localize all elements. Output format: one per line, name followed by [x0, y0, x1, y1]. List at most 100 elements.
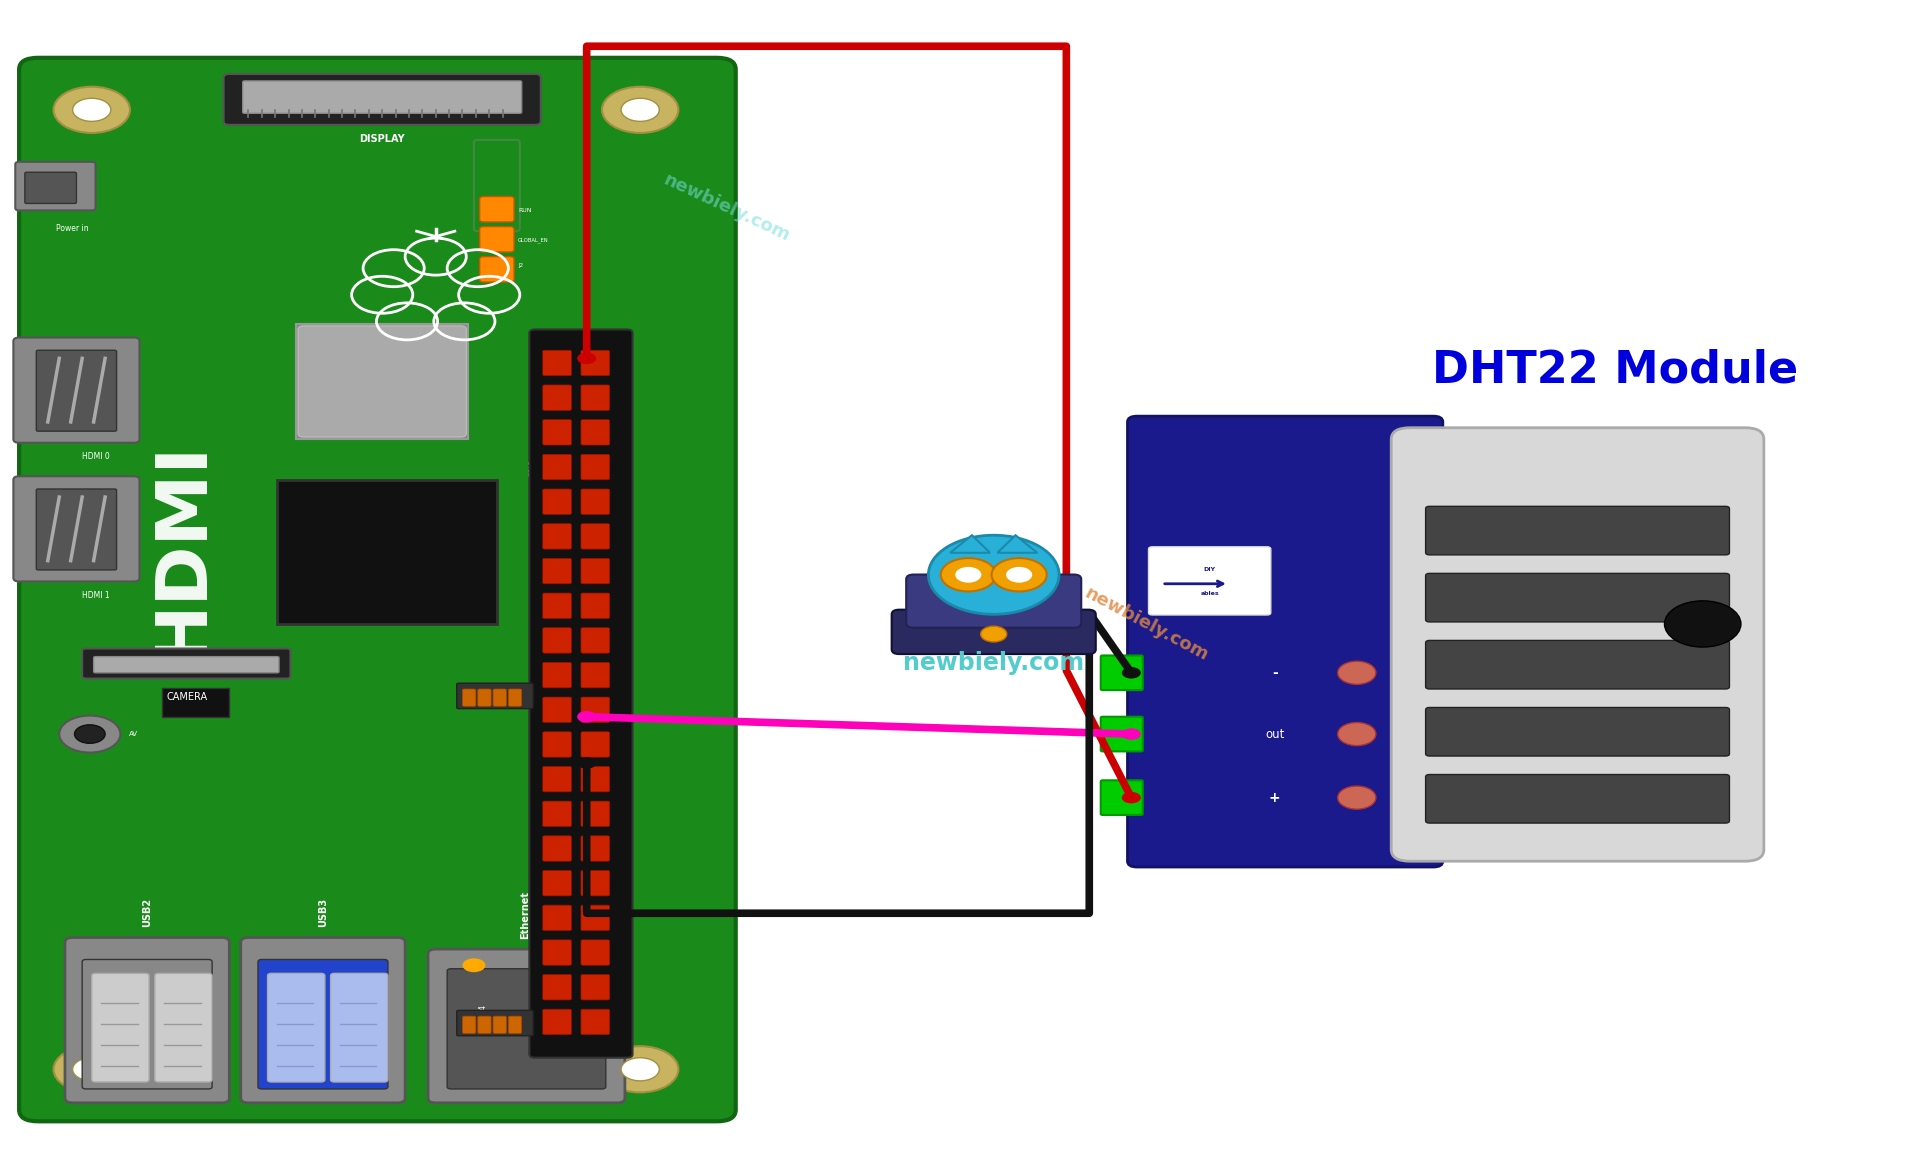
Circle shape: [73, 98, 111, 121]
FancyBboxPatch shape: [543, 385, 571, 410]
Text: GPIO: GPIO: [529, 459, 537, 477]
FancyBboxPatch shape: [543, 454, 571, 480]
FancyBboxPatch shape: [1426, 506, 1729, 555]
FancyBboxPatch shape: [581, 454, 610, 480]
FancyBboxPatch shape: [224, 74, 541, 125]
Circle shape: [992, 558, 1047, 592]
Circle shape: [54, 1046, 130, 1092]
FancyBboxPatch shape: [480, 197, 514, 222]
FancyBboxPatch shape: [581, 870, 610, 896]
Circle shape: [568, 958, 590, 972]
FancyBboxPatch shape: [543, 836, 571, 861]
FancyBboxPatch shape: [447, 969, 606, 1089]
FancyBboxPatch shape: [1426, 573, 1729, 622]
Circle shape: [577, 757, 596, 769]
FancyBboxPatch shape: [581, 801, 610, 827]
Circle shape: [577, 353, 596, 364]
Text: PoE: PoE: [466, 701, 482, 710]
Text: newbiely.com: newbiely.com: [659, 171, 793, 245]
FancyBboxPatch shape: [15, 162, 96, 210]
FancyBboxPatch shape: [581, 628, 610, 653]
FancyBboxPatch shape: [906, 575, 1082, 628]
Circle shape: [1122, 728, 1141, 740]
Circle shape: [462, 958, 485, 972]
FancyBboxPatch shape: [581, 489, 610, 514]
FancyBboxPatch shape: [243, 81, 522, 113]
Circle shape: [602, 87, 678, 133]
Text: USB2: USB2: [141, 898, 153, 927]
Circle shape: [602, 1046, 678, 1092]
FancyBboxPatch shape: [1426, 775, 1729, 823]
FancyBboxPatch shape: [462, 689, 476, 706]
FancyBboxPatch shape: [36, 350, 117, 431]
Circle shape: [1338, 722, 1376, 746]
Polygon shape: [950, 535, 990, 553]
FancyBboxPatch shape: [543, 801, 571, 827]
FancyBboxPatch shape: [65, 938, 229, 1103]
FancyBboxPatch shape: [1149, 547, 1271, 615]
Text: out: out: [1265, 727, 1284, 741]
FancyBboxPatch shape: [892, 609, 1095, 654]
Polygon shape: [998, 535, 1038, 553]
FancyBboxPatch shape: [268, 973, 325, 1082]
FancyBboxPatch shape: [428, 949, 625, 1103]
FancyBboxPatch shape: [581, 836, 610, 861]
FancyBboxPatch shape: [298, 326, 466, 437]
FancyBboxPatch shape: [543, 524, 571, 549]
Text: DHT22 Module: DHT22 Module: [1431, 348, 1798, 392]
FancyBboxPatch shape: [543, 662, 571, 688]
FancyBboxPatch shape: [581, 420, 610, 445]
FancyBboxPatch shape: [543, 870, 571, 896]
Text: HDMI 0: HDMI 0: [82, 452, 109, 461]
FancyBboxPatch shape: [457, 1010, 533, 1036]
FancyBboxPatch shape: [581, 662, 610, 688]
Text: DISPLAY: DISPLAY: [359, 134, 405, 143]
FancyBboxPatch shape: [480, 257, 514, 282]
FancyBboxPatch shape: [581, 975, 610, 1000]
FancyBboxPatch shape: [1101, 717, 1143, 751]
FancyBboxPatch shape: [543, 697, 571, 722]
Circle shape: [1005, 566, 1032, 583]
FancyBboxPatch shape: [581, 905, 610, 931]
Text: +: +: [1269, 791, 1280, 805]
FancyBboxPatch shape: [493, 1016, 506, 1033]
FancyBboxPatch shape: [1391, 428, 1764, 861]
Circle shape: [1338, 786, 1376, 809]
FancyBboxPatch shape: [92, 973, 149, 1082]
FancyBboxPatch shape: [155, 973, 212, 1082]
FancyBboxPatch shape: [94, 657, 279, 673]
FancyBboxPatch shape: [543, 628, 571, 653]
FancyBboxPatch shape: [581, 558, 610, 584]
FancyBboxPatch shape: [331, 973, 388, 1082]
Text: ables: ables: [1200, 591, 1219, 595]
FancyBboxPatch shape: [543, 489, 571, 514]
FancyBboxPatch shape: [82, 649, 290, 679]
FancyBboxPatch shape: [36, 489, 117, 570]
Text: USB3: USB3: [317, 898, 329, 927]
Text: CAMERA: CAMERA: [166, 692, 208, 702]
FancyBboxPatch shape: [13, 476, 140, 581]
FancyBboxPatch shape: [25, 172, 76, 203]
Circle shape: [75, 725, 105, 743]
FancyBboxPatch shape: [296, 324, 468, 439]
Circle shape: [1338, 661, 1376, 684]
FancyBboxPatch shape: [543, 905, 571, 931]
Text: RUN: RUN: [518, 208, 531, 213]
FancyBboxPatch shape: [508, 1016, 522, 1033]
FancyBboxPatch shape: [581, 350, 610, 376]
FancyBboxPatch shape: [1426, 640, 1729, 689]
FancyBboxPatch shape: [457, 683, 533, 709]
FancyBboxPatch shape: [581, 940, 610, 965]
FancyBboxPatch shape: [581, 524, 610, 549]
Text: HDMI: HDMI: [147, 439, 216, 659]
Circle shape: [940, 558, 996, 592]
FancyBboxPatch shape: [277, 480, 497, 624]
Circle shape: [1664, 601, 1741, 647]
Circle shape: [621, 1058, 659, 1081]
FancyBboxPatch shape: [478, 1016, 491, 1033]
FancyBboxPatch shape: [543, 1009, 571, 1035]
FancyBboxPatch shape: [1101, 780, 1143, 815]
FancyBboxPatch shape: [19, 58, 736, 1121]
Circle shape: [621, 98, 659, 121]
Text: newbiely.com: newbiely.com: [904, 651, 1084, 675]
